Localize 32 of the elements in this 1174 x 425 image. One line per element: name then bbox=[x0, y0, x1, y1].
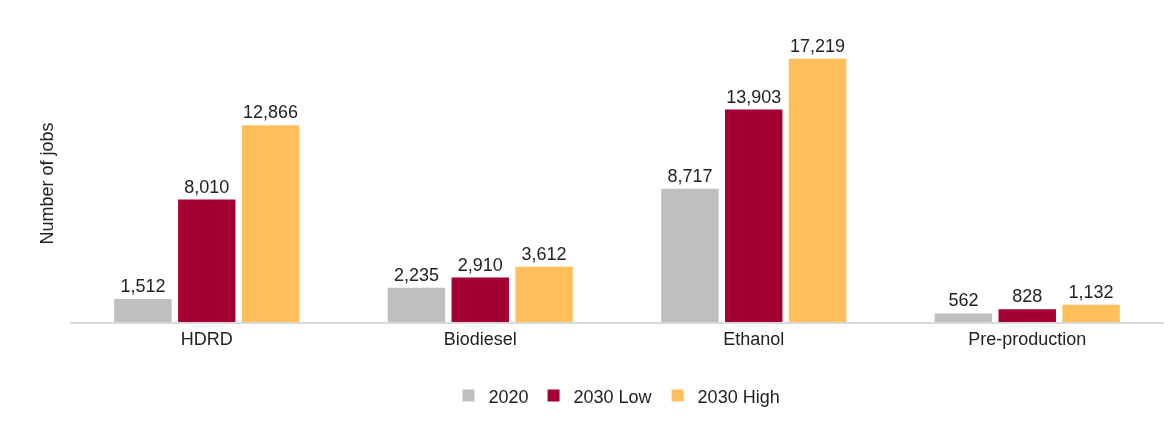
bar bbox=[387, 287, 446, 322]
bar bbox=[515, 266, 573, 322]
data-label: 13,903 bbox=[726, 86, 782, 107]
data-label: 8,717 bbox=[667, 165, 713, 186]
x-tick-label: Biodiesel bbox=[443, 329, 517, 350]
data-label: 2,235 bbox=[393, 264, 439, 285]
bar bbox=[451, 277, 509, 322]
x-tick-label: Ethanol bbox=[723, 329, 785, 350]
data-label: 3,612 bbox=[521, 243, 567, 264]
bar bbox=[934, 313, 993, 322]
x-tick-label: Pre-production bbox=[968, 329, 1087, 350]
bar bbox=[788, 58, 847, 322]
bar bbox=[178, 199, 236, 322]
x-tick-label: HDRD bbox=[180, 329, 233, 350]
legend-label: 2030 Low bbox=[573, 386, 653, 407]
bar bbox=[725, 109, 783, 322]
data-label: 1,132 bbox=[1068, 281, 1114, 302]
data-label: 828 bbox=[1012, 286, 1043, 307]
data-label: 8,010 bbox=[184, 176, 230, 197]
bar bbox=[998, 309, 1056, 322]
data-label: 12,866 bbox=[243, 102, 299, 123]
data-label: 562 bbox=[948, 290, 979, 311]
legend-label: 2030 High bbox=[697, 386, 780, 407]
data-label: 17,219 bbox=[790, 35, 846, 56]
legend-label: 2020 bbox=[488, 386, 529, 407]
bar bbox=[661, 188, 719, 322]
bar bbox=[241, 125, 300, 322]
bar bbox=[114, 298, 172, 322]
data-label: 1,512 bbox=[120, 275, 166, 296]
bar bbox=[1062, 304, 1120, 322]
y-axis-title: Number of jobs bbox=[37, 122, 58, 245]
data-label: 2,910 bbox=[457, 254, 503, 275]
